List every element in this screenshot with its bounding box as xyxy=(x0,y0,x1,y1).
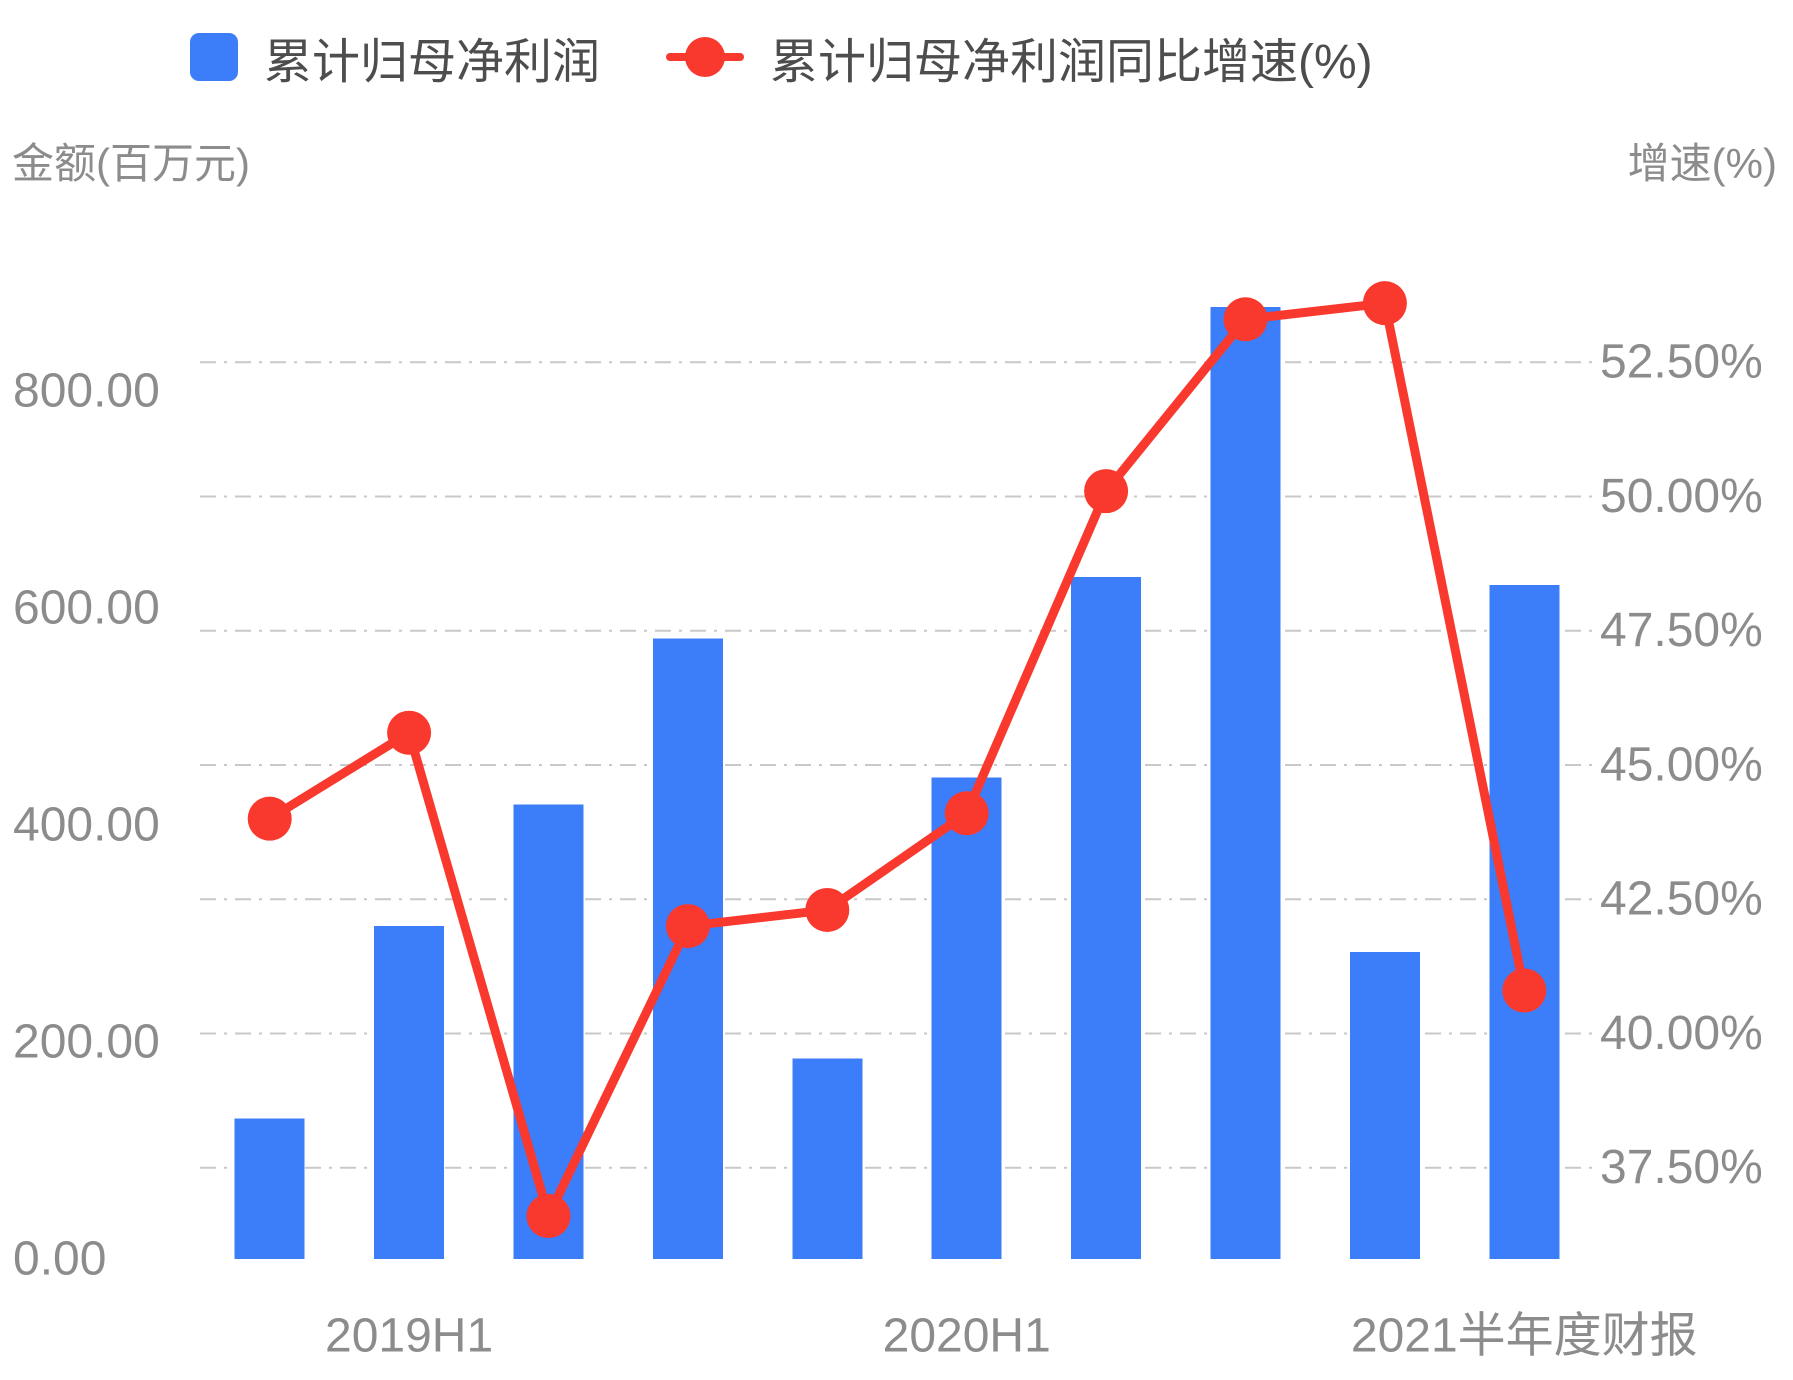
right-axis-tick-label: 40.00% xyxy=(1600,1007,1763,1060)
legend: 累计归母净利润 累计归母净利润同比增速(%) xyxy=(190,22,1373,92)
bar-6[interactable] xyxy=(931,777,1002,1259)
bar-2[interactable] xyxy=(374,926,445,1259)
bar-9[interactable] xyxy=(1349,951,1420,1259)
right-axis-tick-label: 45.00% xyxy=(1600,738,1763,791)
bar-4[interactable] xyxy=(652,638,723,1259)
line-point-8[interactable] xyxy=(1223,297,1268,342)
bar-series-swatch-icon xyxy=(190,33,238,81)
line-point-5[interactable] xyxy=(805,887,850,932)
line-point-1[interactable] xyxy=(247,796,292,841)
line-point-4[interactable] xyxy=(665,904,710,949)
legend-item-bar-series[interactable]: 累计归母净利润 xyxy=(190,22,600,92)
line-point-2[interactable] xyxy=(387,710,432,755)
legend-label-bar-series: 累计归母净利润 xyxy=(264,36,601,89)
right-axis-tick-label: 42.50% xyxy=(1600,873,1763,926)
legend-label-line-series: 累计归母净利润同比增速(%) xyxy=(770,36,1373,89)
line-series-marker-icon xyxy=(666,33,745,81)
right-axis-tick-label: 47.50% xyxy=(1600,604,1763,657)
bar-3[interactable] xyxy=(513,804,584,1259)
right-axis-tick-label: 37.50% xyxy=(1600,1141,1763,1194)
legend-item-line-series[interactable]: 累计归母净利润同比增速(%) xyxy=(666,22,1373,92)
line-point-3[interactable] xyxy=(526,1194,571,1239)
x-axis-label: 2021半年度财报 xyxy=(1351,1310,1698,1363)
right-axis-tick-label: 52.50% xyxy=(1600,336,1763,389)
left-axis-tick-label: 400.00 xyxy=(13,798,160,851)
bar-10[interactable] xyxy=(1489,585,1560,1259)
line-point-9[interactable] xyxy=(1362,281,1407,326)
x-axis-label: 2019H1 xyxy=(325,1310,493,1363)
right-axis-title: 增速(%) xyxy=(1627,140,1777,187)
growth-line xyxy=(265,298,1529,1221)
line-point-7[interactable] xyxy=(1084,469,1129,514)
left-axis-tick-label: 0.00 xyxy=(13,1233,106,1286)
bar-7[interactable] xyxy=(1071,577,1142,1259)
left-axis-tick-label: 800.00 xyxy=(13,364,160,417)
left-axis-tick-label: 600.00 xyxy=(13,581,160,634)
x-axis-label: 2020H1 xyxy=(883,1310,1051,1363)
left-axis-title: 金额(百万元) xyxy=(12,140,250,187)
bar-1[interactable] xyxy=(234,1118,305,1259)
bar-8[interactable] xyxy=(1210,307,1281,1259)
line-point-6[interactable] xyxy=(944,791,989,836)
bar-5[interactable] xyxy=(792,1058,863,1259)
left-axis-tick-label: 200.00 xyxy=(13,1015,160,1068)
line-point-10[interactable] xyxy=(1502,968,1547,1013)
right-axis-tick-label: 50.00% xyxy=(1600,470,1763,523)
